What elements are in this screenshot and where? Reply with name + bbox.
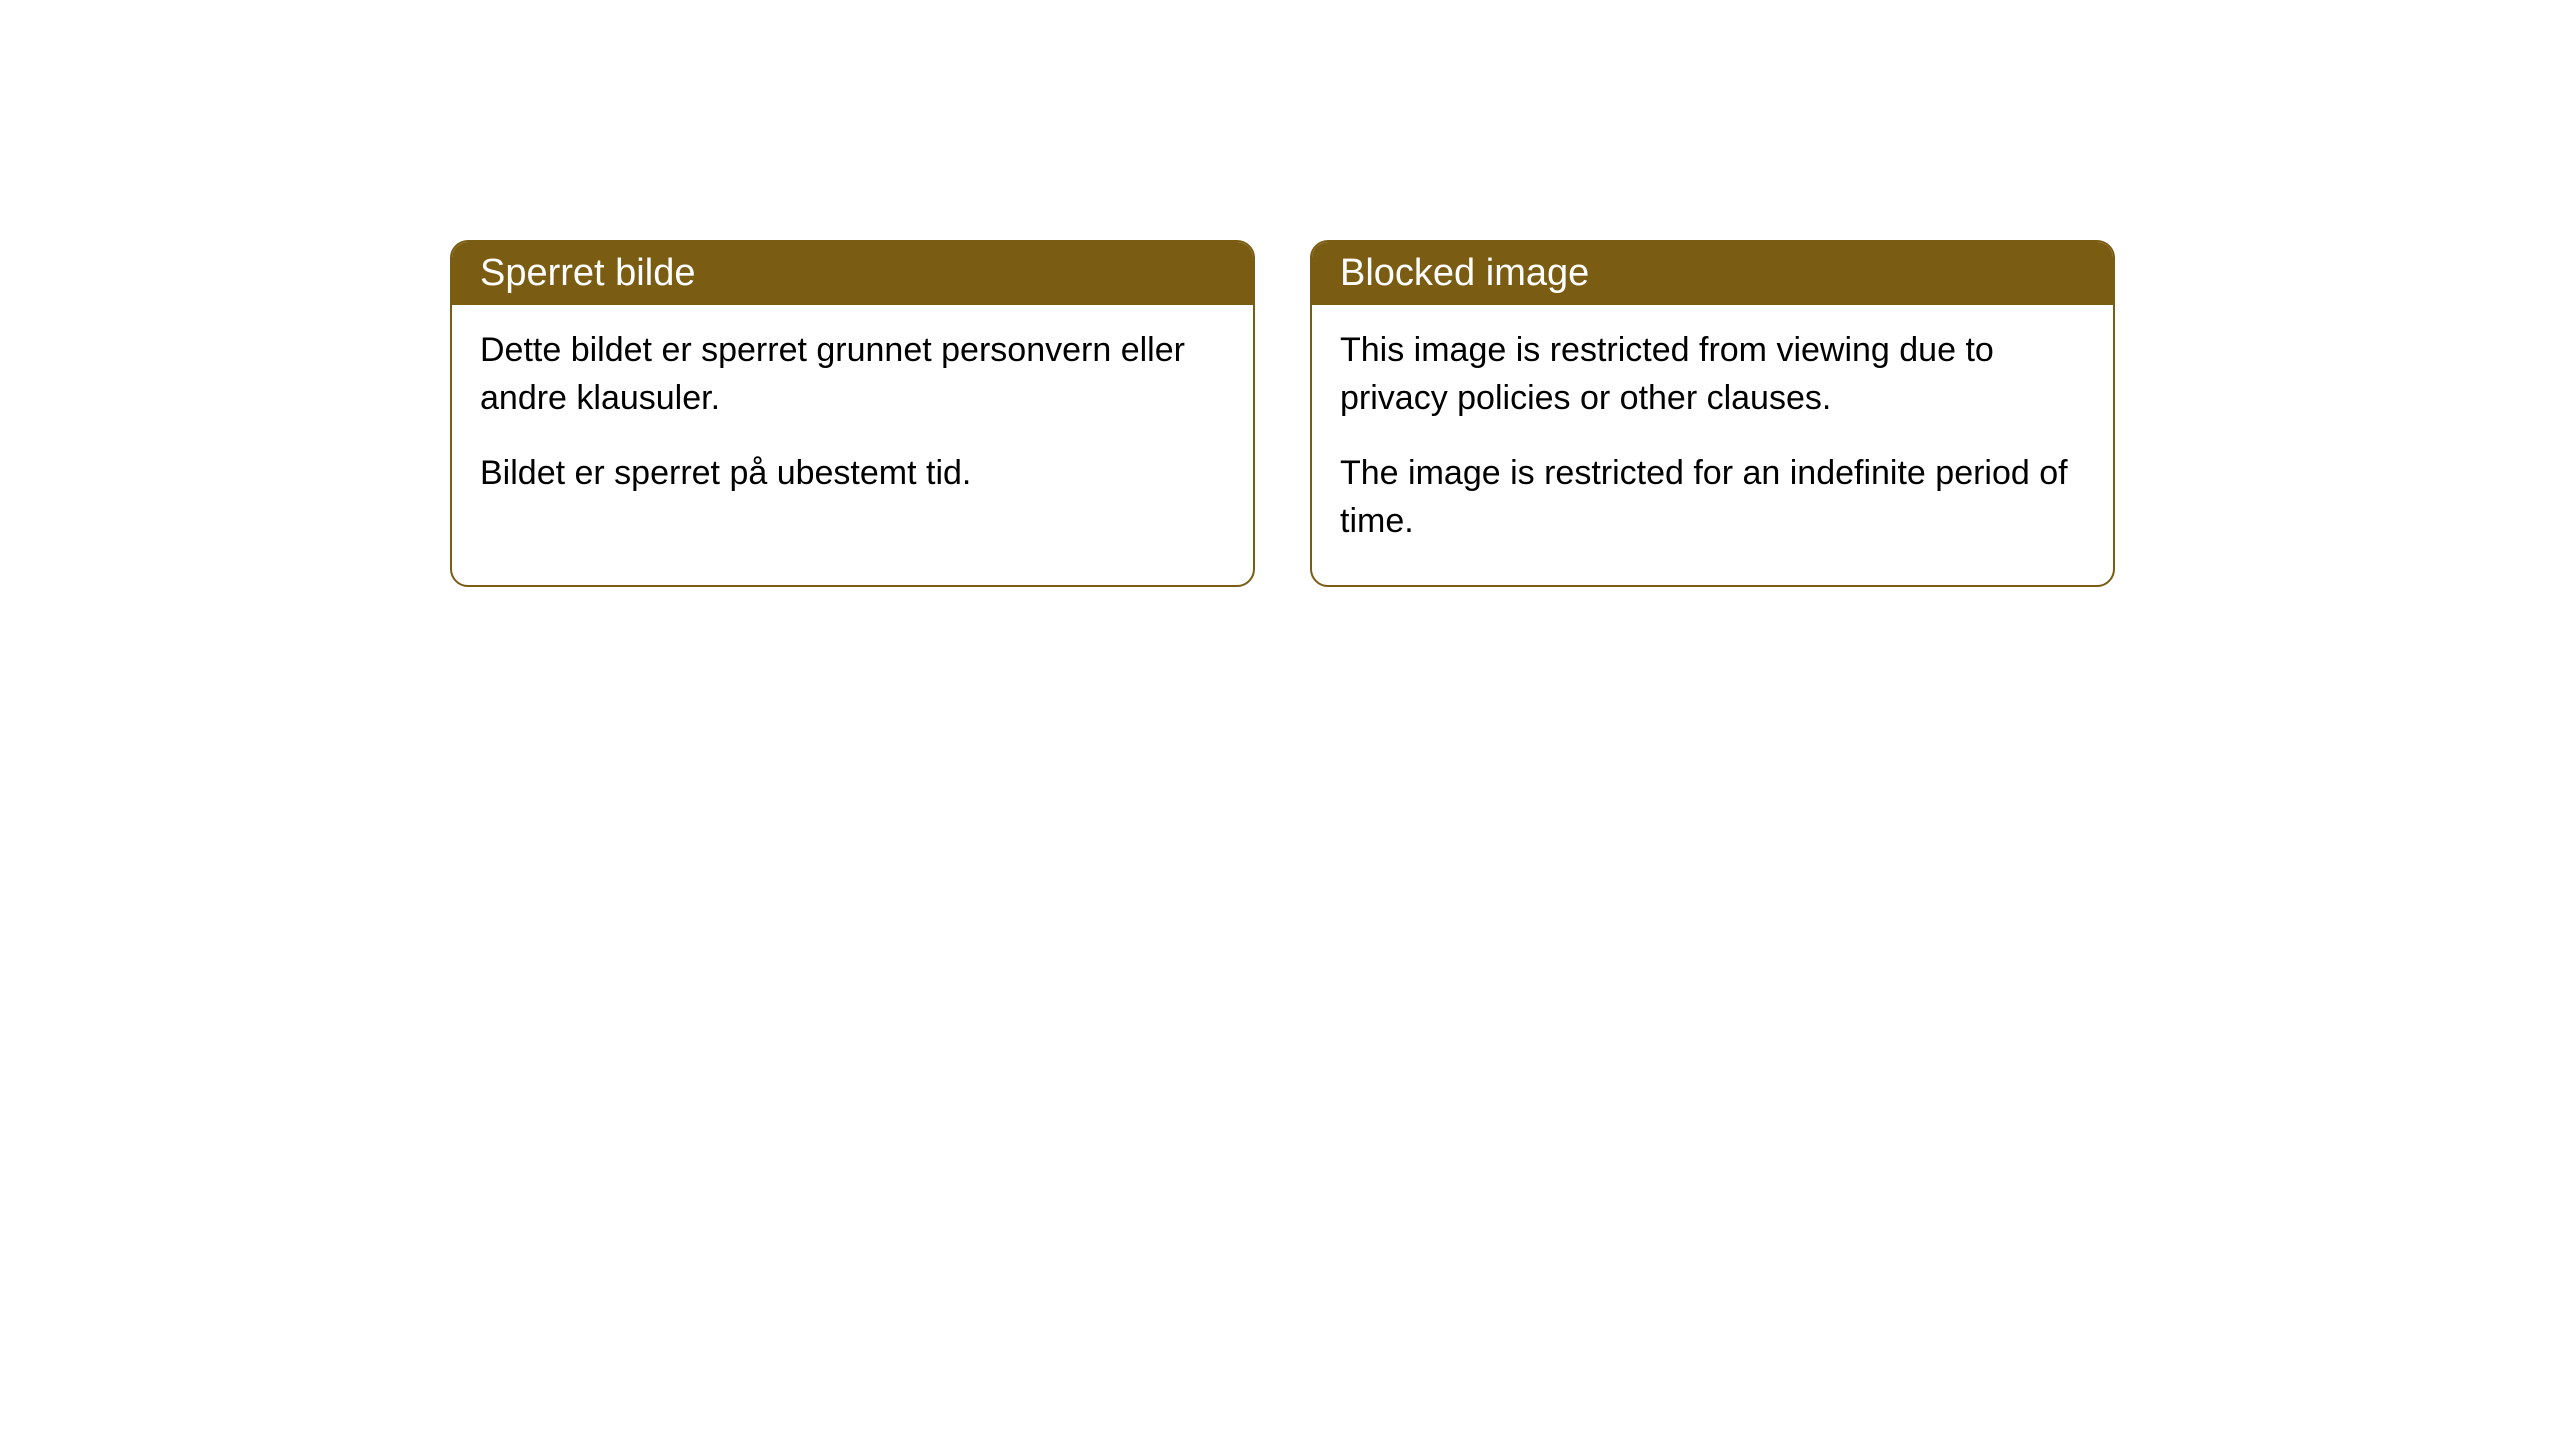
card-text-1-norwegian: Dette bildet er sperret grunnet personve… (480, 327, 1225, 422)
card-title-english: Blocked image (1340, 252, 1589, 294)
card-text-2-norwegian: Bildet er sperret på ubestemt tid. (480, 450, 1225, 498)
card-text-1-english: This image is restricted from viewing du… (1340, 327, 2085, 422)
card-header-english: Blocked image (1312, 242, 2113, 305)
card-text-2-english: The image is restricted for an indefinit… (1340, 450, 2085, 545)
card-body-norwegian: Dette bildet er sperret grunnet personve… (452, 305, 1253, 538)
card-title-norwegian: Sperret bilde (480, 252, 695, 294)
notice-card-norwegian: Sperret bilde Dette bildet er sperret gr… (450, 240, 1255, 587)
notice-cards-container: Sperret bilde Dette bildet er sperret gr… (450, 240, 2115, 587)
card-body-english: This image is restricted from viewing du… (1312, 305, 2113, 585)
card-header-norwegian: Sperret bilde (452, 242, 1253, 305)
notice-card-english: Blocked image This image is restricted f… (1310, 240, 2115, 587)
